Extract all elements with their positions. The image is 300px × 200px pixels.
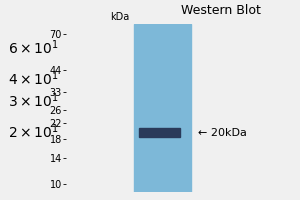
Bar — [134, 24, 191, 192]
Bar — [139, 128, 180, 137]
Text: ← 20kDa: ← 20kDa — [198, 128, 247, 138]
Text: kDa: kDa — [111, 12, 130, 22]
Text: Western Blot: Western Blot — [181, 4, 261, 17]
